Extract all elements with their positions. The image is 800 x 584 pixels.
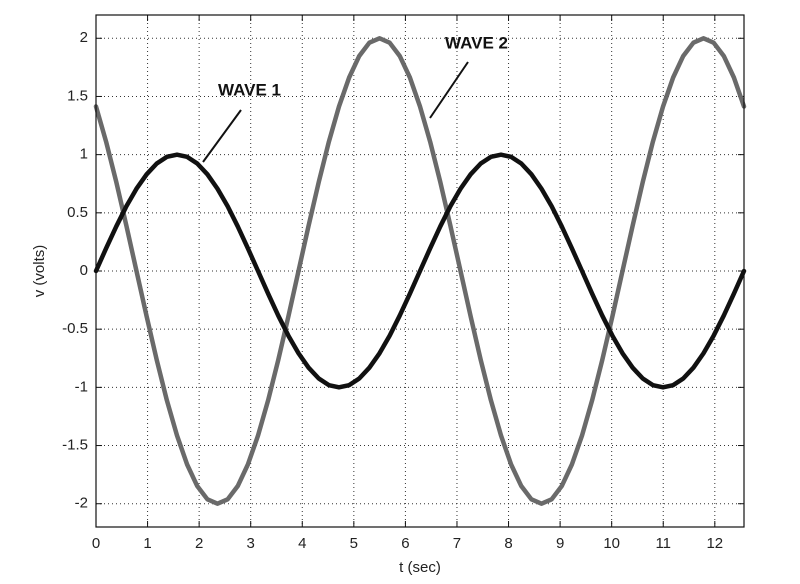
x-tick-label: 5 <box>350 535 358 552</box>
x-tick-label: 7 <box>453 535 461 552</box>
x-tick-label: 3 <box>247 535 255 552</box>
x-tick-label: 8 <box>504 535 512 552</box>
y-axis-label: v (volts) <box>31 245 48 298</box>
line-series <box>93 152 747 390</box>
annotation: WAVE 2 <box>445 33 508 52</box>
annotation-pointer <box>429 61 469 119</box>
y-tick-label: 2 <box>80 29 88 46</box>
y-tick-label: -0.5 <box>62 320 88 337</box>
lines <box>93 36 747 506</box>
y-tick-label: -1.5 <box>62 437 88 454</box>
y-tick-label: 0 <box>80 262 88 279</box>
x-axis-label: t (sec) <box>399 559 441 576</box>
annotation: WAVE 1 <box>218 80 281 99</box>
x-tick-label: 12 <box>706 535 723 552</box>
y-tick-label: 1.5 <box>67 87 88 104</box>
x-tick-label: 1 <box>143 535 151 552</box>
plot-frame <box>95 14 745 528</box>
annotation-pointer <box>202 109 242 163</box>
x-tick-label: 9 <box>556 535 564 552</box>
line-series <box>93 36 747 506</box>
y-tick-label: -1 <box>75 378 88 395</box>
x-tick-label: 4 <box>298 535 306 552</box>
y-tick-label: 1 <box>80 146 88 163</box>
x-tick-label: 10 <box>603 535 620 552</box>
x-tick-label: 11 <box>655 535 671 552</box>
x-tick-label: 0 <box>92 535 100 552</box>
x-tick-label: 2 <box>195 535 203 552</box>
y-tick-label: 0.5 <box>67 204 88 221</box>
y-tick-label: -2 <box>75 495 88 512</box>
x-tick-label: 6 <box>401 535 409 552</box>
